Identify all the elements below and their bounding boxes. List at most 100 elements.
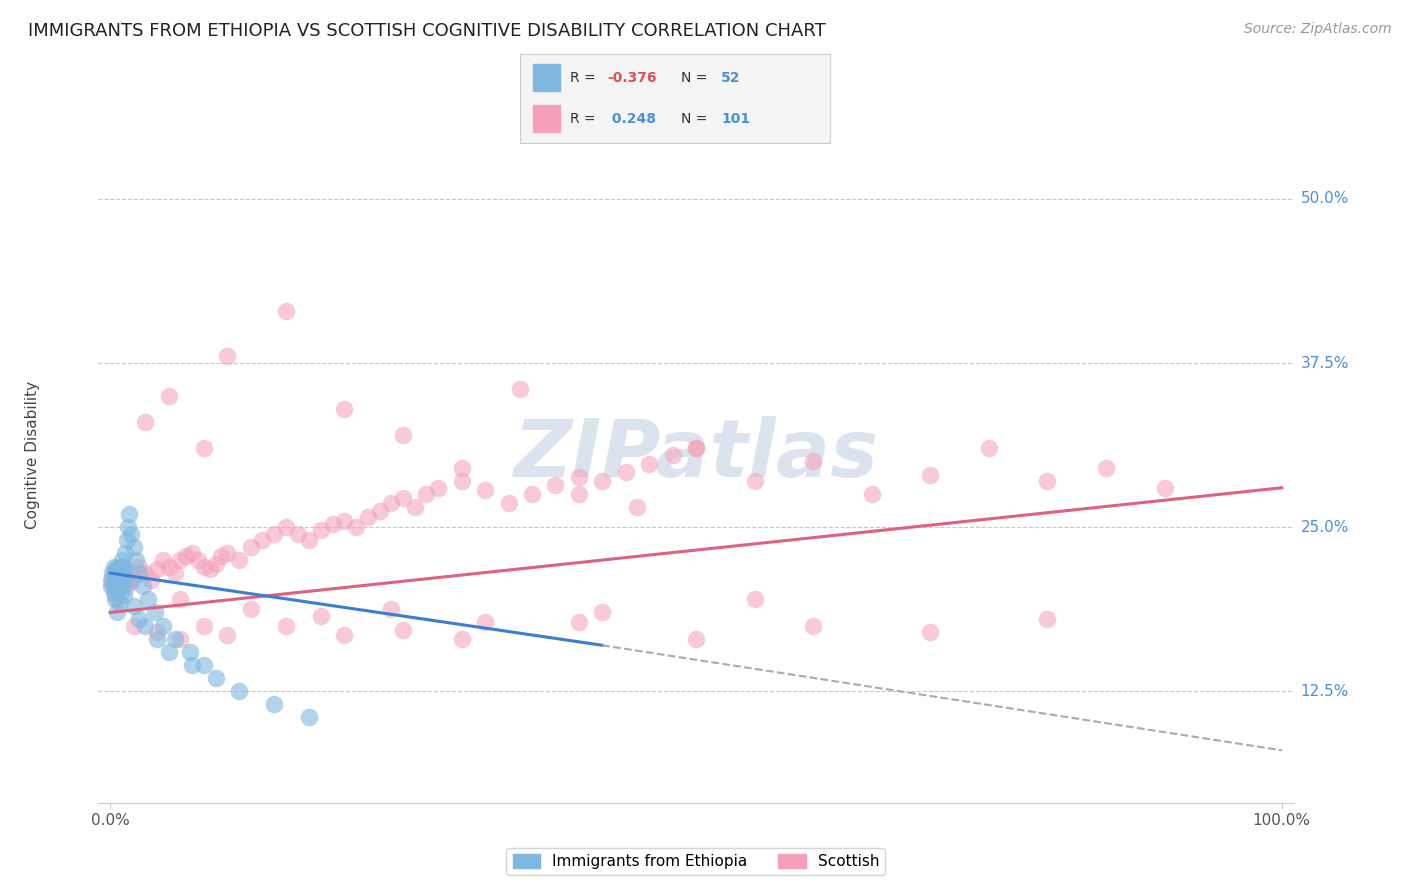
Point — [568, 615, 591, 629]
Point — [228, 553, 250, 567]
Point — [107, 570, 129, 584]
Point — [122, 618, 145, 632]
Point — [274, 520, 297, 534]
Point — [125, 553, 148, 567]
Point — [118, 566, 141, 580]
Point — [920, 625, 942, 640]
Point — [217, 350, 239, 364]
Point — [104, 579, 127, 593]
Point — [108, 566, 131, 580]
Point — [100, 579, 122, 593]
Point — [228, 684, 250, 698]
Point — [744, 474, 766, 488]
Point — [104, 592, 127, 607]
Point — [211, 549, 233, 563]
Point — [120, 575, 142, 590]
Point — [239, 601, 262, 615]
Point — [128, 559, 150, 574]
Point — [174, 549, 197, 563]
Point — [115, 579, 138, 593]
Point — [239, 540, 262, 554]
Point — [193, 442, 215, 456]
Point — [368, 504, 391, 518]
Point — [134, 566, 156, 580]
Point — [100, 573, 122, 587]
Point — [333, 628, 356, 642]
Point — [591, 474, 613, 488]
Point — [105, 592, 128, 607]
Point — [638, 457, 661, 471]
Point — [392, 623, 415, 637]
Point — [105, 606, 128, 620]
Point — [120, 526, 142, 541]
Point — [1095, 461, 1118, 475]
Point — [103, 559, 125, 574]
Point — [146, 632, 169, 646]
Point — [520, 487, 543, 501]
Point — [112, 566, 135, 580]
Point — [157, 559, 180, 574]
Point — [110, 579, 132, 593]
Text: IMMIGRANTS FROM ETHIOPIA VS SCOTTISH COGNITIVE DISABILITY CORRELATION CHART: IMMIGRANTS FROM ETHIOPIA VS SCOTTISH COG… — [28, 22, 825, 40]
Point — [217, 628, 239, 642]
Point — [801, 454, 824, 468]
Point — [415, 487, 437, 501]
Text: R =: R = — [569, 70, 600, 85]
Legend: Immigrants from Ethiopia, Scottish: Immigrants from Ethiopia, Scottish — [506, 848, 886, 875]
Point — [450, 461, 472, 475]
Point — [685, 632, 707, 646]
Point — [108, 573, 131, 587]
Point — [169, 592, 191, 607]
Point — [152, 553, 174, 567]
Point — [181, 546, 204, 560]
Text: 50.0%: 50.0% — [1301, 192, 1348, 206]
Point — [107, 559, 129, 574]
Point — [333, 514, 356, 528]
Point — [128, 566, 150, 580]
Point — [111, 553, 134, 567]
Point — [157, 645, 180, 659]
Point — [136, 592, 159, 607]
Point — [498, 496, 520, 510]
Text: ZIPatlas: ZIPatlas — [513, 416, 879, 494]
Point — [274, 303, 297, 318]
Point — [1036, 612, 1059, 626]
Point — [101, 579, 124, 593]
Text: 37.5%: 37.5% — [1301, 356, 1348, 370]
Point — [404, 500, 426, 515]
Point — [118, 507, 141, 521]
Point — [193, 657, 215, 672]
Point — [122, 599, 145, 613]
Point — [309, 523, 332, 537]
Point — [1036, 474, 1059, 488]
Bar — [533, 105, 561, 132]
Point — [187, 553, 209, 567]
Point — [111, 566, 134, 580]
Point — [1153, 481, 1175, 495]
Point — [134, 415, 156, 429]
Point — [105, 562, 128, 576]
Point — [169, 553, 191, 567]
Text: -0.376: -0.376 — [607, 70, 657, 85]
Point — [105, 562, 128, 576]
Text: 25.0%: 25.0% — [1301, 520, 1348, 534]
Point — [450, 474, 472, 488]
Point — [287, 526, 309, 541]
Point — [132, 579, 155, 593]
Point — [380, 601, 402, 615]
Point — [122, 570, 145, 584]
Point — [112, 559, 135, 574]
Point — [122, 540, 145, 554]
Point — [111, 559, 134, 574]
Text: R =: R = — [569, 112, 600, 126]
Point — [107, 575, 129, 590]
Bar — [533, 64, 561, 91]
Point — [298, 710, 321, 724]
Point — [568, 487, 591, 501]
Point — [163, 566, 186, 580]
Point — [626, 500, 648, 515]
Point — [474, 483, 496, 498]
Point — [110, 586, 132, 600]
Point — [298, 533, 321, 548]
Point — [977, 442, 1000, 456]
